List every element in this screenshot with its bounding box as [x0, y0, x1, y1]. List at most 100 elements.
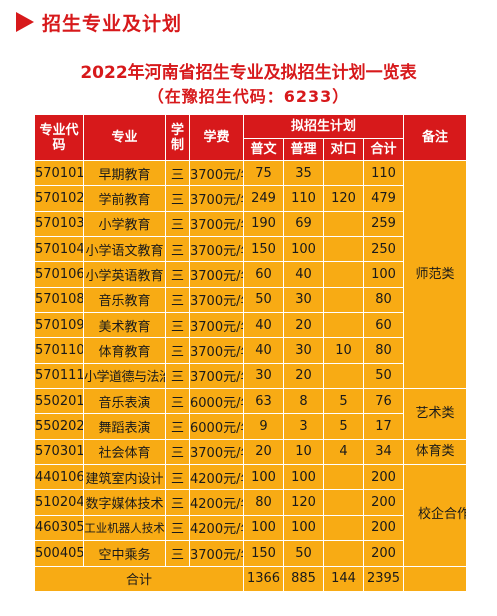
- cell-fee: 3700元/年: [189, 362, 244, 390]
- cell-years: 三: [165, 185, 190, 212]
- cell-vocational: 5: [323, 413, 364, 440]
- cell-science: 35: [283, 159, 324, 187]
- cell-major: 空中乘务: [83, 540, 166, 567]
- cell-total: 76: [362, 388, 405, 415]
- cell-vocational: 4: [323, 438, 364, 466]
- cell-code: 570301: [34, 438, 84, 466]
- cell-code: 570103K: [34, 210, 84, 238]
- totals-general: 1366: [243, 565, 284, 592]
- cell-general: 75: [243, 159, 284, 187]
- cell-code: 570104K: [34, 236, 84, 263]
- cell-fee: 3700元/年: [189, 312, 244, 339]
- cell-total: 200: [362, 540, 405, 567]
- table-row: 550201 音乐表演 三 6000元/年 63 8 5 76 艺术类: [34, 388, 468, 440]
- cell-total: 250: [362, 236, 405, 263]
- header-vocational: 对口: [323, 138, 364, 161]
- table-row: 570110K 体育教育 三 3700元/年 40 30 10 80: [34, 337, 467, 364]
- totals-note: [403, 565, 468, 592]
- cell-total: 110: [362, 159, 405, 187]
- cell-code: 570101K: [34, 159, 84, 187]
- cell-code: 570102K: [34, 185, 84, 212]
- cell-fee: 6000元/年: [189, 413, 244, 440]
- cell-years: 三: [165, 261, 190, 288]
- cell-major: 社会体育: [83, 438, 166, 466]
- section-header: 招生专业及计划: [16, 10, 183, 35]
- cell-major: 数字媒体技术: [83, 489, 166, 516]
- cell-vocational: [323, 489, 364, 516]
- cell-fee: 3700元/年: [189, 159, 244, 187]
- cell-code: 570108K: [34, 286, 84, 314]
- cell-science: 100: [283, 464, 324, 491]
- cell-years: 三: [165, 489, 190, 516]
- cell-science: 20: [283, 362, 324, 390]
- header-total: 合计: [362, 138, 405, 161]
- cell-science: 69: [283, 210, 324, 238]
- section-title: 招生专业及计划: [42, 12, 183, 35]
- cell-total: 80: [362, 337, 405, 364]
- header-fee: 学费: [189, 114, 244, 161]
- page-subtitle: （在豫招生代码：6233）: [147, 87, 350, 106]
- cell-total: 50: [362, 362, 405, 390]
- cell-code: 570106K: [34, 261, 84, 288]
- page-title: 2022年河南省招生专业及拟招生计划一览表: [80, 63, 417, 83]
- table-row: 570108K 音乐教育 三 3700元/年 50 30 80: [34, 286, 467, 314]
- cell-science: 100: [283, 236, 324, 263]
- header-major: 专业: [83, 114, 166, 161]
- cell-fee: 3700元/年: [189, 438, 244, 466]
- cell-vocational: 120: [323, 185, 364, 212]
- cell-science: 50: [283, 540, 324, 567]
- cell-total: 60: [362, 312, 405, 339]
- header-years: 学制: [165, 114, 190, 161]
- cell-vocational: [323, 159, 364, 187]
- cell-general: 100: [243, 464, 284, 491]
- cell-total: 259: [362, 210, 405, 238]
- cell-fee: 6000元/年: [189, 388, 244, 415]
- note-coop: 校企合作类: [403, 464, 468, 567]
- cell-general: 60: [243, 261, 284, 288]
- cell-general: 9: [243, 413, 284, 440]
- enrollment-plan-table: 专业代码 专业 学制 学费 拟招生计划 备注 普文 普理 对口 合计 57010…: [34, 114, 468, 592]
- cell-fee: 4200元/年: [189, 514, 244, 542]
- cell-years: 三: [165, 159, 190, 187]
- cell-fee: 4200元/年: [189, 464, 244, 491]
- cell-major: 小学教育: [83, 210, 166, 238]
- cell-major: 学前教育: [83, 185, 166, 212]
- cell-general: 40: [243, 312, 284, 339]
- cell-vocational: [323, 464, 364, 491]
- cell-vocational: [323, 261, 364, 288]
- cell-science: 100: [283, 514, 324, 542]
- cell-major: 美术教育: [83, 312, 166, 339]
- cell-major: 音乐表演: [83, 388, 166, 415]
- cell-general: 100: [243, 514, 284, 542]
- header-code: 专业代码: [34, 114, 84, 161]
- cell-general: 50: [243, 286, 284, 314]
- cell-years: 三: [165, 464, 190, 491]
- table-row: 570104K 小学语文教育 三 3700元/年 150 100 250: [34, 236, 467, 263]
- cell-fee: 3700元/年: [189, 540, 244, 567]
- cell-science: 30: [283, 337, 324, 364]
- note-arts: 艺术类: [403, 388, 468, 440]
- cell-total: 200: [362, 489, 405, 516]
- totals-vocational: 144: [323, 565, 364, 592]
- totals-row: 合计 1366 885 144 2395: [34, 565, 468, 592]
- cell-science: 120: [283, 489, 324, 516]
- cell-vocational: 5: [323, 388, 364, 415]
- cell-years: 三: [165, 514, 190, 542]
- cell-major: 体育教育: [83, 337, 166, 364]
- cell-fee: 3700元/年: [189, 261, 244, 288]
- header-subrow: 普文 普理 对口 合计: [35, 138, 467, 161]
- cell-general: 249: [243, 185, 284, 212]
- cell-vocational: [323, 236, 364, 263]
- cell-science: 40: [283, 261, 324, 288]
- cell-code: 570110K: [34, 337, 84, 364]
- cell-total: 479: [362, 185, 405, 212]
- cell-general: 190: [243, 210, 284, 238]
- cell-years: 三: [165, 413, 190, 440]
- cell-major: 小学语文教育: [83, 236, 166, 263]
- cell-years: 三: [165, 540, 190, 567]
- cell-vocational: [323, 514, 364, 542]
- cell-total: 34: [362, 438, 405, 466]
- cell-code: 550202: [34, 413, 84, 440]
- table-row: 550202 舞蹈表演 三 6000元/年 9 3 5 17: [34, 413, 467, 440]
- table-row: 570106K 小学英语教育 三 3700元/年 60 40 100: [34, 261, 467, 288]
